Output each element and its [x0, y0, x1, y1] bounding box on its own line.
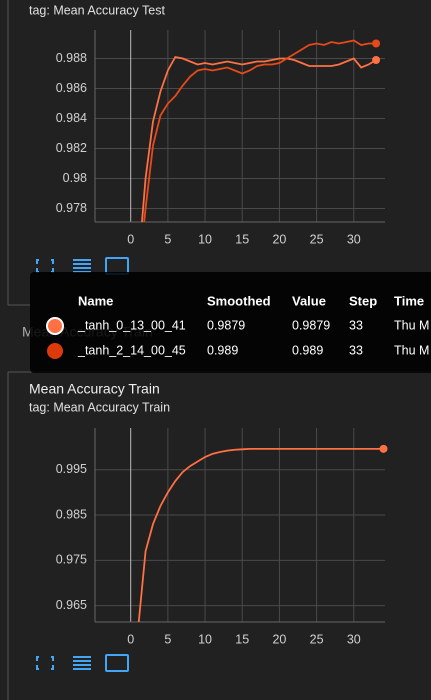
chart-subtitle: tag: Mean Accuracy Train: [29, 400, 170, 414]
toolbar: [36, 257, 129, 275]
y-tick-label: 0.98: [63, 171, 87, 185]
run-swatch: [46, 317, 64, 335]
x-tick-label: 30: [347, 632, 361, 646]
x-tick-label: 25: [310, 632, 324, 646]
x-tick-label: 15: [235, 632, 249, 646]
x-tick-label: 10: [198, 632, 212, 646]
tooltip-cell: 0.989: [292, 343, 323, 357]
tooltip-cell: Thu M: [394, 343, 429, 357]
y-tick-label: 0.988: [56, 51, 87, 65]
plot-area: [141, 39, 377, 222]
log-icon[interactable]: [73, 656, 91, 670]
end-point: [372, 56, 381, 64]
tooltip-cell: 0.9879: [292, 318, 330, 332]
toolbar: [36, 654, 129, 672]
series-line: [137, 447, 384, 622]
tooltip-cell: 33: [349, 343, 363, 357]
tooltip-header: Name: [78, 293, 113, 308]
plot-area: [137, 447, 384, 622]
log-icon[interactable]: [73, 259, 91, 273]
y-tick-label: 0.995: [56, 462, 87, 476]
end-point: [372, 39, 381, 48]
end-point: [379, 444, 388, 453]
x-tick-label: 20: [272, 232, 286, 246]
y-tick-label: 0.965: [56, 598, 87, 612]
y-tick-label: 0.984: [56, 111, 87, 125]
tooltip-box: [30, 272, 431, 373]
x-tick-label: 20: [272, 632, 286, 646]
x-tick-label: 0: [127, 232, 134, 246]
tooltip-header: Value: [292, 293, 326, 308]
x-tick-label: 5: [164, 232, 171, 246]
y-tick-label: 0.986: [56, 81, 87, 95]
y-tick-label: 0.985: [56, 507, 87, 521]
tooltip-cell: _tanh_2_14_00_45: [77, 343, 186, 357]
tooltip-header: Smoothed: [207, 293, 271, 308]
series-line: [143, 39, 377, 222]
x-tick-label: 15: [235, 232, 249, 246]
x-tick-label: 30: [347, 232, 361, 246]
series-line: [141, 55, 377, 222]
x-tick-label: 25: [310, 232, 324, 246]
run-swatch: [47, 343, 63, 359]
y-tick-label: 0.982: [56, 141, 87, 155]
chart-subtitle: tag: Mean Accuracy Test: [29, 3, 165, 17]
y-tick-label: 0.975: [56, 553, 87, 567]
tooltip-cell: 0.989: [207, 343, 238, 357]
x-tick-label: 5: [164, 632, 171, 646]
tooltip-header: Step: [349, 293, 377, 308]
tooltip-cell: _tanh_0_13_00_41: [77, 318, 186, 332]
x-tick-label: 10: [198, 232, 212, 246]
zoom-icon[interactable]: [105, 257, 129, 275]
tooltip-header: Time: [394, 293, 424, 308]
tooltip-cell: 0.9879: [207, 318, 245, 332]
chart-title: Mean Accuracy Train: [29, 381, 160, 397]
fit-icon[interactable]: [36, 656, 54, 670]
y-tick-label: 0.978: [56, 201, 87, 215]
zoom-icon[interactable]: [105, 654, 129, 672]
x-tick-label: 0: [127, 632, 134, 646]
tooltip-cell: 33: [349, 318, 363, 332]
fit-icon[interactable]: [36, 259, 54, 273]
tooltip-cell: Thu M: [394, 318, 429, 332]
